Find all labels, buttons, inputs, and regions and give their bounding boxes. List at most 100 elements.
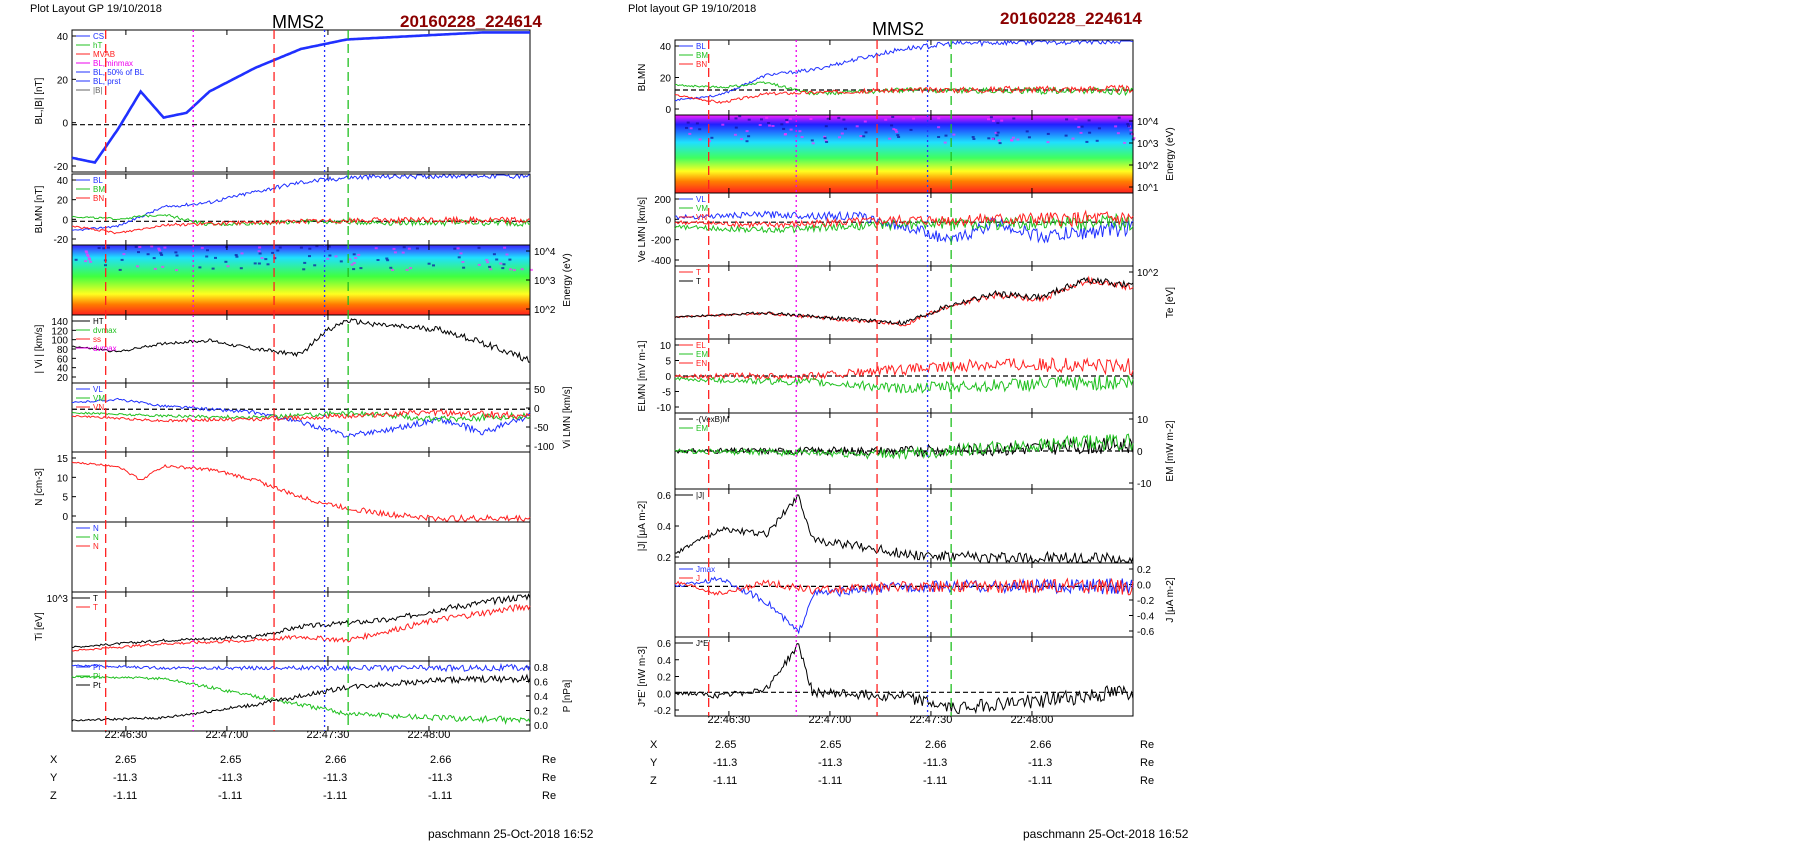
- spectrogram-pixel: [844, 127, 847, 130]
- y-tick-label: 10^4: [1137, 117, 1159, 128]
- spectrogram-pixel: [944, 134, 948, 137]
- spectrogram-pixel: [897, 136, 901, 138]
- legend-entry: dvmax: [93, 344, 117, 353]
- panel-spectrogram: 10^4 10^3 10^2 Energy (eV): [71, 244, 573, 316]
- series-bl: [72, 173, 530, 232]
- panel-em: 10 0 -10 EM [mW m-2] -(VexB)MEM: [674, 412, 1176, 490]
- series-ptot: [71, 662, 531, 673]
- spectrogram-pixel: [998, 142, 1002, 145]
- spectrogram-pixel: [385, 257, 389, 260]
- spectrogram-pixel: [409, 267, 413, 270]
- left-row-y-label: Y: [50, 772, 58, 784]
- spectrogram-pixel: [996, 122, 1000, 125]
- y-tick-label: 20: [57, 196, 69, 207]
- spectrogram-pixel: [864, 131, 868, 134]
- spectrogram-pixel: [840, 132, 844, 135]
- spectrogram-pixel: [837, 116, 841, 119]
- spectrogram-pixel: [477, 263, 481, 266]
- spectrogram-pixel: [952, 133, 956, 136]
- spectrogram-pixel: [1046, 132, 1050, 135]
- spectrogram-pixel: [1027, 136, 1031, 139]
- y-tick-label: 120: [51, 326, 68, 337]
- spectrogram-pixel: [453, 247, 457, 250]
- spectrogram-pixel: [376, 259, 380, 261]
- y-axis-label: Ve LMN [km/s]: [637, 197, 648, 262]
- series--vi-: [71, 318, 530, 363]
- spectrogram-pixel: [258, 246, 262, 249]
- spectrogram-pixel: [1132, 137, 1136, 140]
- spectrogram-pixel: [374, 247, 378, 250]
- legend-entry: Pt: [93, 681, 101, 690]
- spectrogram-pixel: [890, 124, 894, 127]
- legend-entry: Jmax: [696, 565, 715, 574]
- spectrogram-pixel: [529, 268, 533, 271]
- spectrogram-pixel: [234, 254, 238, 256]
- y-tick-label: 0.2: [1137, 565, 1151, 576]
- spectrogram-pixel: [153, 267, 157, 270]
- spectrogram-pixel: [698, 138, 702, 141]
- spectrogram-pixel: [495, 258, 499, 261]
- x-tick-label: 22:47:30: [910, 714, 953, 726]
- series--j-: [674, 494, 1134, 564]
- spectrogram-pixel: [1011, 136, 1015, 139]
- y-tick-label: 50: [534, 385, 546, 396]
- spectrogram-pixel: [462, 266, 466, 269]
- legend-entry: T: [696, 277, 701, 286]
- y-tick-label: -400: [651, 256, 671, 267]
- y-tick-label: 100: [51, 336, 68, 347]
- legend-entry: |B|: [93, 86, 103, 95]
- spectrogram-pixel: [150, 245, 154, 248]
- y-tick-label: 80: [57, 345, 69, 356]
- spectrogram-pixel: [264, 258, 268, 261]
- right-row-z-value: -1.11: [713, 775, 737, 787]
- spectrogram-pixel: [205, 255, 209, 258]
- panel-ti: 10^3Ti [eV] TT: [34, 591, 531, 662]
- spectrogram-pixel: [780, 123, 784, 126]
- spectrogram-pixel: [276, 249, 280, 252]
- spectrogram-pixel: [1065, 118, 1069, 121]
- spectrogram-pixel: [1123, 141, 1127, 144]
- spectrogram-pixel: [884, 118, 888, 121]
- y-axis-label: BL,|B| [nT]: [34, 77, 45, 124]
- legend-entry: Pi: [93, 672, 100, 681]
- right-row-z-unit: Re: [1140, 775, 1154, 787]
- spectrogram-pixel: [258, 252, 262, 255]
- legend-entry: VN: [93, 403, 104, 412]
- legend-entry: VM: [696, 204, 708, 213]
- spectrogram-pixel: [972, 138, 976, 140]
- panel-frame: [71, 451, 531, 523]
- spectrogram-pixel: [826, 117, 830, 120]
- left-row-z-value: -1.11: [113, 790, 137, 802]
- legend-entry: BM: [93, 185, 105, 194]
- spectrogram-pixel: [943, 141, 947, 144]
- series-tpar: [674, 275, 1134, 327]
- legend-entry: HT: [93, 317, 104, 326]
- y-axis-label: Vi LMN [km/s]: [562, 386, 573, 448]
- right-row-x-value: 2.66: [925, 739, 946, 751]
- y-tick-label: -20: [54, 162, 69, 173]
- spectrogram-pixel: [348, 258, 352, 261]
- spectrogram-pixel: [888, 137, 892, 140]
- spectrogram-pixel: [302, 268, 306, 271]
- spectrogram-pixel: [811, 142, 815, 145]
- spectrogram-pixel: [175, 254, 179, 257]
- spectrogram-pixel: [1064, 134, 1068, 137]
- panel-frame: [71, 591, 531, 662]
- legend-entry: BL, 50% of BL: [93, 68, 145, 77]
- spectrogram-pixel: [354, 257, 358, 259]
- spectrogram-pixel: [427, 262, 431, 265]
- spectrogram-pixel: [393, 251, 397, 254]
- right-row-x-value: 2.66: [1030, 739, 1051, 751]
- spectrogram-pixel: [459, 252, 463, 255]
- x-tick-label: 22:47:30: [307, 729, 350, 741]
- spectrogram-pixel: [327, 245, 331, 248]
- y-axis-label: | Vi | [km/s]: [34, 324, 45, 373]
- spectrogram-pixel: [798, 130, 802, 133]
- spectrogram-pixel: [809, 118, 813, 120]
- legend-entry: EL: [696, 341, 706, 350]
- spectrogram-pixel: [838, 136, 841, 139]
- spectrogram-pixel: [747, 118, 751, 121]
